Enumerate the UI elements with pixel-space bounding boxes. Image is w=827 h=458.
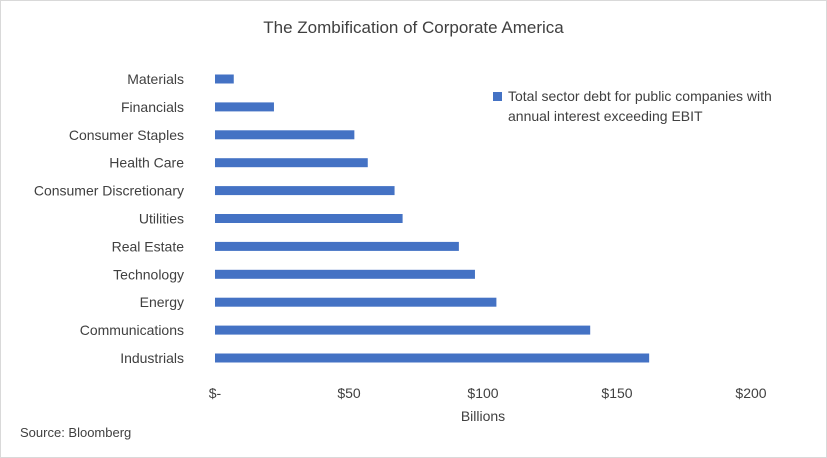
legend-label: Total sector debt for public companies w… [508,88,772,124]
category-label: Utilities [139,211,184,227]
category-label: Real Estate [112,238,185,254]
bar [215,130,355,140]
bar [215,214,403,223]
source-note: Source: Bloomberg [20,425,132,440]
category-label: Materials [127,71,184,87]
bar [215,74,234,84]
category-label: Consumer Staples [69,127,184,143]
category-label: Energy [140,294,184,310]
chart-title: The Zombification of Corporate America [263,18,564,37]
bar [215,297,497,307]
x-tick-label: $100 [467,385,498,401]
category-label: Communications [80,322,184,338]
x-tick-label: $200 [735,385,766,401]
bar [215,241,459,251]
category-label: Financials [121,99,184,115]
category-label: Consumer Discretionary [34,183,184,199]
x-tick-label: $50 [337,385,361,401]
category-label: Technology [113,266,184,282]
x-tick-label: $150 [601,385,632,401]
legend: Total sector debt for public companies w… [493,86,813,126]
bar [215,186,395,196]
bar [215,353,650,363]
legend-swatch [493,92,502,101]
bar [215,102,274,112]
bar [215,269,475,279]
bar [215,158,368,168]
category-label: Industrials [120,350,184,366]
x-axis-title: Billions [460,408,506,424]
category-label: Health Care [109,155,184,171]
bar [215,325,591,335]
x-tick-label: $- [209,385,222,401]
